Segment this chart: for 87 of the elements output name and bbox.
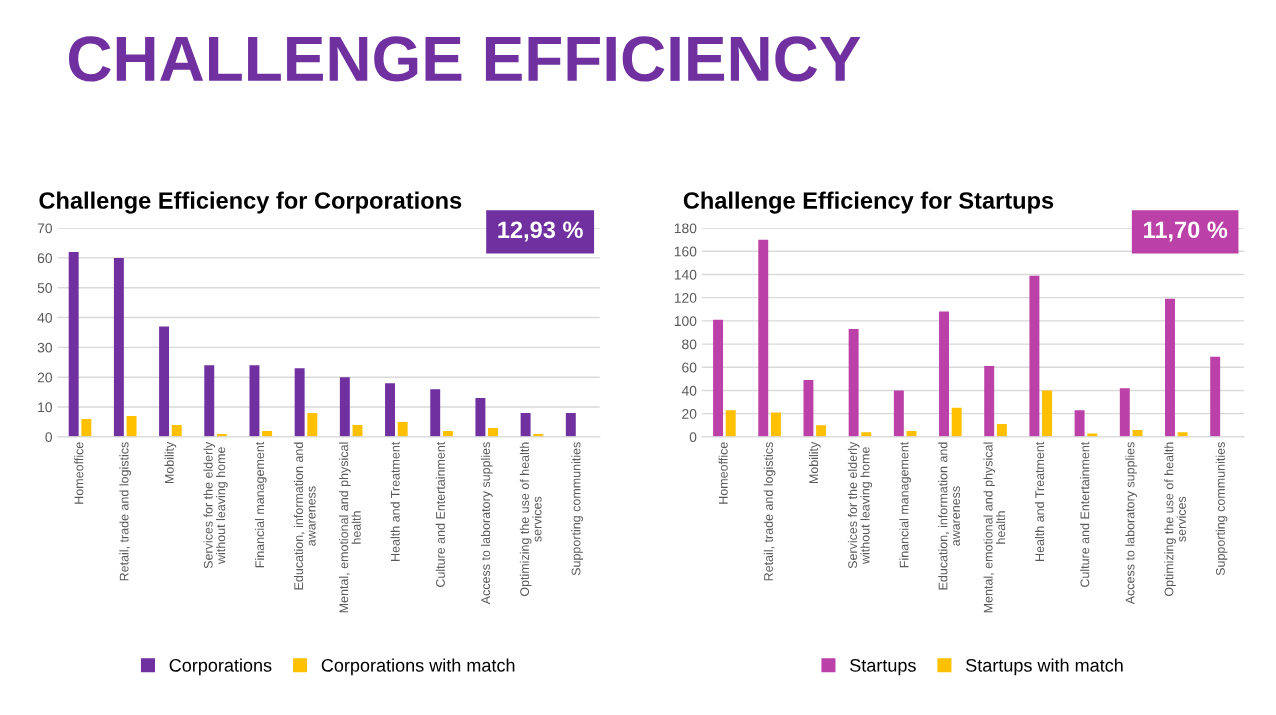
bar bbox=[893, 390, 904, 437]
legend-label: Startups with match bbox=[966, 658, 1123, 676]
bar bbox=[996, 424, 1007, 437]
y-tick-label: 60 bbox=[682, 362, 697, 373]
x-tick-label: Services for the elderly without leaving home bbox=[847, 441, 873, 569]
bar bbox=[565, 413, 576, 437]
annotation: 11,70 % bbox=[1143, 221, 1228, 242]
x-tick-label: Homeoffice bbox=[74, 442, 84, 504]
y-tick-label: 100 bbox=[674, 316, 697, 327]
x-tick-label: Retail, trade and logistics bbox=[763, 442, 776, 581]
x-tick-label: Access to laboratory supplies bbox=[480, 442, 493, 605]
x-tick-label: Optimizing the use of health services bbox=[519, 442, 542, 597]
bar bbox=[113, 257, 124, 437]
chart-title: Challenge Efficiency for Corporations bbox=[39, 191, 462, 214]
y-tick-label: 40 bbox=[37, 312, 53, 323]
x-tick-label: Culture and Entertainment bbox=[1080, 441, 1090, 587]
bar bbox=[758, 239, 769, 437]
bar bbox=[520, 413, 531, 437]
bar bbox=[307, 413, 318, 437]
bar bbox=[81, 418, 92, 437]
y-tick-label: 0 bbox=[45, 432, 53, 443]
text: CHALLENGE EFFICIENCY bbox=[68, 36, 861, 82]
x-tick-label: Health and Treatment bbox=[1034, 441, 1045, 561]
bar bbox=[171, 424, 182, 437]
bar bbox=[430, 389, 441, 437]
x-tick-label: Culture and Entertainment bbox=[435, 441, 445, 587]
bar bbox=[68, 251, 79, 437]
bar bbox=[770, 412, 781, 437]
bar bbox=[816, 425, 827, 437]
bar bbox=[951, 407, 962, 437]
bar bbox=[1074, 410, 1085, 437]
x-tick-label: Services for the elderly without leaving home bbox=[203, 441, 228, 569]
bar bbox=[249, 365, 260, 437]
x-tick-label: Education, information and awareness bbox=[938, 442, 960, 590]
bar bbox=[294, 368, 305, 437]
bar bbox=[159, 326, 170, 437]
bar bbox=[803, 380, 814, 437]
x-tick-label: Homeoffice bbox=[718, 442, 728, 504]
x-tick-label: Education, information and awareness bbox=[293, 442, 316, 590]
y-tick-label: 0 bbox=[689, 432, 697, 443]
y-tick-label: 120 bbox=[674, 293, 697, 303]
y-tick-label: 160 bbox=[674, 246, 697, 257]
x-tick-label: Supporting communities bbox=[571, 442, 583, 576]
y-tick-label: 80 bbox=[682, 339, 697, 350]
x-tick-label: Mental, emotional and physical health bbox=[983, 442, 1006, 613]
bar bbox=[126, 415, 137, 437]
bar bbox=[725, 410, 736, 437]
bar bbox=[1029, 275, 1040, 437]
y-tick-label: 10 bbox=[38, 402, 53, 413]
bar bbox=[397, 421, 408, 437]
y-tick-label: 50 bbox=[37, 283, 53, 293]
y-tick-label: 140 bbox=[674, 269, 697, 280]
x-tick-label: Financial management bbox=[254, 441, 267, 568]
y-tick-label: 60 bbox=[37, 253, 53, 264]
bar bbox=[475, 398, 486, 437]
bar bbox=[339, 377, 350, 437]
x-tick-label: Retail, trade and logistics bbox=[119, 442, 132, 581]
bar bbox=[385, 383, 395, 437]
y-tick-label: 30 bbox=[37, 342, 53, 353]
y-tick-label: 20 bbox=[682, 409, 697, 419]
bar bbox=[848, 329, 859, 437]
legend-label: Corporations with match bbox=[321, 658, 515, 676]
bar bbox=[204, 365, 215, 437]
x-tick-label: Financial management bbox=[899, 441, 911, 568]
x-tick-label: Mobility bbox=[164, 441, 177, 484]
annotation: 12,93 % bbox=[498, 221, 583, 242]
legend-label: Corporations bbox=[169, 658, 272, 676]
legend-label: Startups bbox=[850, 658, 916, 676]
chart-title: Challenge Efficiency for Startups bbox=[683, 191, 1054, 214]
bar bbox=[1042, 390, 1053, 437]
x-tick-label: Mental, emotional and physical health bbox=[339, 442, 361, 613]
bar bbox=[984, 366, 995, 437]
x-tick-label: Health and Treatment bbox=[390, 441, 400, 561]
bar bbox=[1210, 356, 1221, 437]
y-tick-label: 70 bbox=[37, 223, 53, 234]
x-tick-label: Optimizing the use of health services bbox=[1164, 442, 1186, 597]
x-tick-label: Supporting communities bbox=[1215, 442, 1228, 576]
y-tick-label: 180 bbox=[674, 223, 697, 234]
bar bbox=[488, 427, 499, 437]
bar bbox=[1165, 298, 1175, 437]
y-tick-label: 20 bbox=[37, 372, 53, 383]
x-tick-label: Access to laboratory supplies bbox=[1125, 442, 1137, 605]
bar bbox=[713, 319, 724, 437]
bar bbox=[939, 311, 949, 437]
y-tick-label: 40 bbox=[681, 385, 697, 396]
bar bbox=[1119, 388, 1130, 437]
x-tick-label: Mobility bbox=[808, 441, 821, 484]
